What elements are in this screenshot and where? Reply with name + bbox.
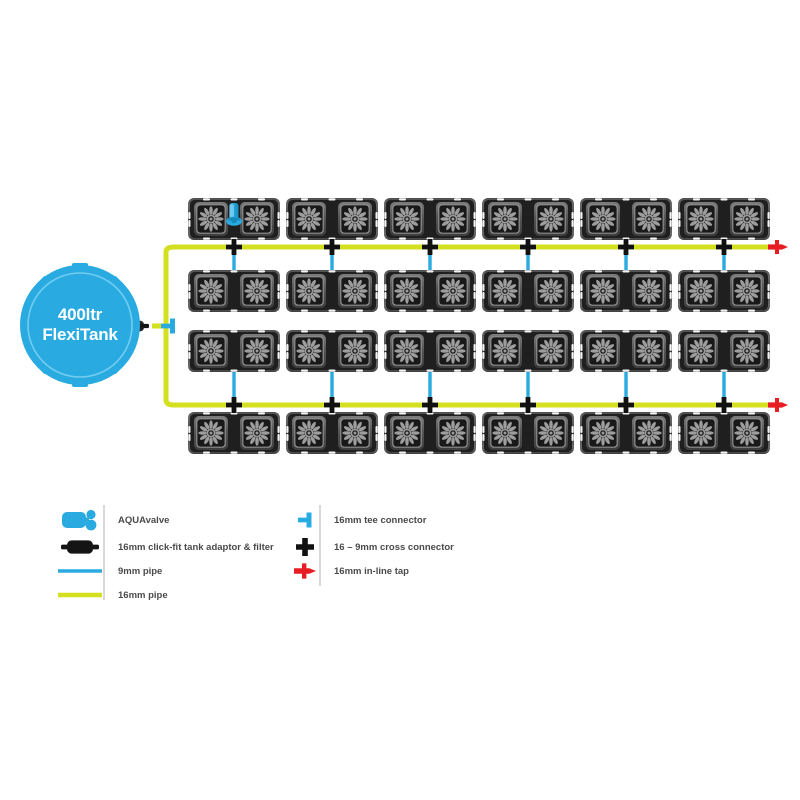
pipe-network — [152, 222, 778, 414]
tray-module[interactable] — [580, 198, 672, 240]
legend: AQUAvalve 16mm click-fit tank adaptor & … — [58, 505, 454, 601]
tray-module[interactable] — [678, 270, 770, 312]
legend-label: 16mm pipe — [118, 590, 168, 601]
tray-module[interactable] — [580, 330, 672, 372]
legend-row-tee: 16mm tee connector — [298, 512, 427, 528]
tray-module[interactable] — [188, 412, 280, 454]
legend-label: 9mm pipe — [118, 566, 162, 577]
legend-label: 16mm in-line tap — [334, 566, 409, 577]
inline-tap-icon — [294, 563, 316, 579]
tray-module[interactable] — [188, 270, 280, 312]
legend-label: 16 – 9mm cross connector — [334, 542, 454, 553]
tray-module[interactable] — [286, 198, 378, 240]
tray-module[interactable] — [482, 330, 574, 372]
tank-inner-ring — [27, 272, 133, 378]
tank-adaptor-icon — [61, 540, 99, 554]
tray-module[interactable] — [678, 412, 770, 454]
tank-label-line2: FlexiTank — [42, 325, 118, 344]
tray-row-1 — [188, 198, 770, 240]
cross-connector-icon[interactable] — [618, 397, 634, 413]
legend-row-16mm: 16mm pipe — [58, 590, 168, 601]
tray-row-2 — [188, 270, 770, 312]
legend-label: AQUAvalve — [118, 515, 169, 526]
tray-module[interactable] — [482, 198, 574, 240]
cross-connector-icon[interactable] — [618, 239, 634, 255]
tray-module[interactable] — [678, 330, 770, 372]
tank-tabs — [21, 263, 139, 387]
tray-module[interactable] — [482, 412, 574, 454]
tray-module[interactable] — [580, 412, 672, 454]
tank-label-line1: 400ltr — [58, 305, 103, 324]
tray-module[interactable] — [678, 198, 770, 240]
tee-connector-icon — [298, 512, 312, 528]
legend-row-aquavalve: AQUAvalve — [62, 509, 169, 531]
cross-connector-icon — [296, 538, 314, 556]
legend-row-tap: 16mm in-line tap — [294, 563, 409, 579]
tray-module[interactable] — [188, 330, 280, 372]
inline-tap-icon[interactable] — [768, 240, 788, 254]
aquavalve-icon — [62, 509, 97, 531]
cross-connector-icon[interactable] — [520, 397, 536, 413]
tray-grid — [188, 198, 770, 454]
cross-connector-icon[interactable] — [324, 239, 340, 255]
cross-connector-icon[interactable] — [716, 239, 732, 255]
tray-module[interactable] — [286, 270, 378, 312]
tray-module[interactable] — [384, 330, 476, 372]
cross-connector-icon[interactable] — [422, 397, 438, 413]
cross-connector-icon[interactable] — [520, 239, 536, 255]
legend-label: 16mm tee connector — [334, 515, 427, 526]
cross-connector-icon[interactable] — [226, 397, 242, 413]
tray-module[interactable] — [384, 198, 476, 240]
legend-row-cross: 16 – 9mm cross connector — [296, 538, 454, 556]
pipe-16mm-lower-run — [163, 397, 778, 408]
tray-row-4 — [188, 412, 770, 454]
tray-module[interactable] — [482, 270, 574, 312]
tray-module[interactable] — [580, 270, 672, 312]
tray-module[interactable] — [286, 330, 378, 372]
cross-connector-icon[interactable] — [716, 397, 732, 413]
legend-row-9mm: 9mm pipe — [58, 566, 162, 577]
tray-row-3 — [188, 330, 770, 372]
legend-label: 16mm click-fit tank adaptor & filter — [118, 542, 274, 553]
tray-module[interactable] — [384, 270, 476, 312]
inline-tap-icon[interactable] — [768, 398, 788, 412]
cross-connector-icon[interactable] — [422, 239, 438, 255]
pipe-16mm-upper-run — [163, 244, 778, 255]
tray-module[interactable] — [286, 412, 378, 454]
cross-connector-icon[interactable] — [226, 239, 242, 255]
tray-module[interactable] — [384, 412, 476, 454]
cross-connector-icon[interactable] — [324, 397, 340, 413]
flexitank[interactable]: 400ltr FlexiTank — [20, 263, 140, 387]
tank-body — [20, 265, 140, 385]
legend-row-adaptor: 16mm click-fit tank adaptor & filter — [61, 540, 274, 554]
